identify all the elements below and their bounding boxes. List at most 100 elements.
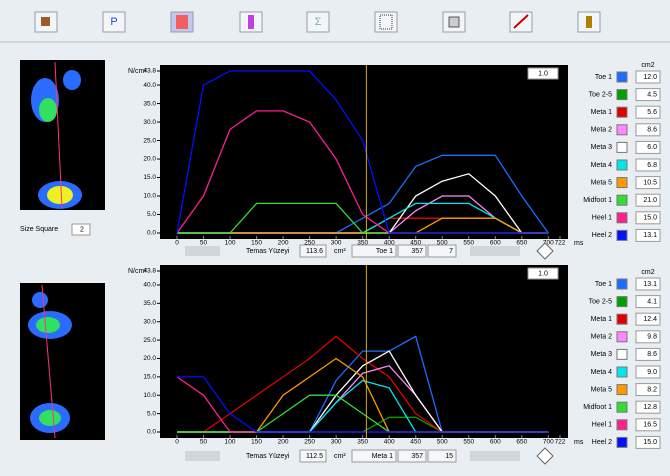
- legend-value: 5.6: [647, 109, 657, 116]
- legend-value: 13.1: [643, 281, 657, 288]
- status-region: Meta 1: [372, 453, 394, 460]
- legend-label: Heel 1: [592, 215, 612, 222]
- legend-value: 16.5: [643, 422, 657, 429]
- y-tick-label: 25.0: [143, 137, 156, 144]
- legend-label: Meta 3: [591, 144, 613, 151]
- legend-swatch: [617, 314, 627, 324]
- x-tick-label: 722: [555, 439, 566, 446]
- x-tick-label: 100: [225, 240, 236, 247]
- x-tick-label: 700: [543, 439, 554, 446]
- status-index: 7: [449, 248, 453, 255]
- legend-swatch: [617, 402, 627, 412]
- status-icons: [185, 451, 220, 461]
- y-tick-label: 35.0: [143, 100, 156, 107]
- legend-swatch: [617, 213, 627, 223]
- y-tick-label: 0.0: [147, 230, 156, 237]
- legend-value: 6.8: [647, 162, 657, 169]
- legend-label: Toe 1: [595, 74, 612, 81]
- legend-swatch: [617, 195, 627, 205]
- legend-value: 15.0: [643, 215, 657, 222]
- legend-swatch: [617, 367, 627, 377]
- y-tick-label: 25.0: [143, 337, 156, 344]
- x-tick-label: 100: [225, 439, 236, 446]
- legend-swatch: [617, 385, 627, 395]
- x-tick-label: 600: [490, 439, 501, 446]
- legend-label: Heel 1: [592, 422, 612, 429]
- heat-blob: [32, 292, 48, 308]
- scale-value: 1.0: [538, 70, 548, 77]
- toolbar: P Σ: [35, 12, 600, 32]
- x-tick-label: 200: [278, 439, 289, 446]
- x-tick-label: 550: [463, 439, 474, 446]
- foot-image-bottom: [20, 283, 105, 440]
- x-axis-label: ms: [574, 240, 584, 247]
- legend-value: 13.1: [643, 232, 657, 239]
- legend-value: 4.5: [647, 91, 657, 98]
- x-tick-label: 722: [555, 240, 566, 247]
- x-tick-label: 0: [175, 439, 179, 446]
- heat-blob: [47, 186, 73, 204]
- legend-value: 12.8: [643, 404, 657, 411]
- x-tick-label: 500: [437, 439, 448, 446]
- icon: [176, 15, 188, 29]
- scale-value: 1.0: [538, 270, 548, 277]
- y-tick-label: 15.0: [143, 174, 156, 181]
- foot-image-top: [20, 60, 105, 210]
- x-tick-label: 550: [463, 240, 474, 247]
- status-tools: [470, 246, 520, 256]
- legend-swatch: [617, 72, 627, 82]
- y-tick-label: 35.0: [143, 300, 156, 307]
- legend-swatch: [617, 297, 627, 307]
- screen: P Σ Size Square 2 N/cm²0.05.010.015.020: [0, 0, 670, 476]
- legend-label: Meta 4: [591, 162, 613, 169]
- x-tick-label: 150: [251, 240, 262, 247]
- y-tick-label: 15.0: [143, 374, 156, 381]
- status-tools: [470, 451, 520, 461]
- heat-blob: [63, 70, 81, 90]
- x-tick-label: 650: [516, 439, 527, 446]
- legend-value: 4.1: [647, 298, 657, 305]
- tool-label: Σ: [315, 16, 322, 28]
- size-square-label: Size Square: [20, 226, 58, 233]
- x-tick-label: 150: [251, 439, 262, 446]
- y-tick-label: 43.8: [143, 68, 156, 75]
- y-tick-label: 30.0: [143, 318, 156, 325]
- x-tick-label: 300: [331, 439, 342, 446]
- status-icons: [185, 246, 220, 256]
- legend-swatch: [617, 332, 627, 342]
- x-tick-label: 650: [516, 240, 527, 247]
- legend-label: Midfoot 1: [583, 197, 612, 204]
- legend-swatch: [617, 279, 627, 289]
- y-tick-label: 0.0: [147, 429, 156, 436]
- icon: [586, 16, 592, 28]
- size-square-value: 2: [80, 226, 84, 233]
- status-area: 113.6: [306, 248, 323, 255]
- legend-label: Toe 2-5: [589, 298, 612, 305]
- y-tick-label: 10.0: [143, 392, 156, 399]
- icon: [248, 15, 254, 29]
- x-tick-label: 600: [490, 240, 501, 247]
- legend-swatch: [617, 437, 627, 447]
- legend-value: 12.0: [643, 74, 657, 81]
- legend-value: 8.2: [647, 386, 657, 393]
- legend-value: 10.5: [643, 179, 657, 186]
- x-tick-label: 300: [331, 240, 342, 247]
- legend-label: Toe 1: [595, 281, 612, 288]
- legend-label: Meta 5: [591, 179, 613, 186]
- y-tick-label: 5.0: [147, 410, 156, 417]
- legend-label: Toe 2-5: [589, 91, 612, 98]
- x-tick-label: 450: [410, 439, 421, 446]
- legend-label: Heel 2: [592, 232, 612, 239]
- y-tick-label: 40.0: [143, 282, 156, 289]
- x-tick-label: 50: [200, 439, 208, 446]
- x-axis-label: ms: [574, 439, 584, 446]
- y-tick-label: 20.0: [143, 355, 156, 362]
- status-unit: cm²: [334, 248, 346, 255]
- status-area: 112.5: [306, 453, 323, 460]
- legend-label: Midfoot 1: [583, 404, 612, 411]
- x-tick-label: 250: [304, 439, 315, 446]
- y-tick-label: 43.8: [143, 268, 156, 275]
- legend-label: Meta 3: [591, 351, 613, 358]
- y-tick-label: 40.0: [143, 82, 156, 89]
- status-cursor: 357: [411, 453, 423, 460]
